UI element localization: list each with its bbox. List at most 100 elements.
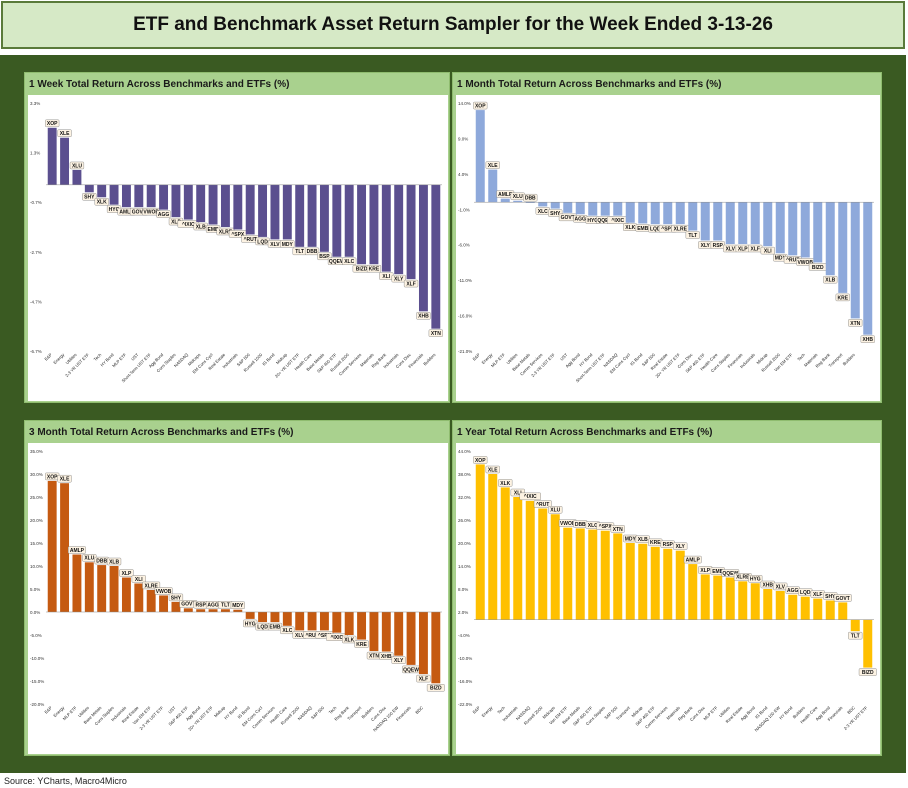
ticker-label: XLB [109,559,119,565]
ticker-label: XLK [625,225,635,231]
bar [295,184,305,247]
y-tick-label: -6.7% [30,349,42,354]
ticker-label-box [45,119,60,127]
bar [700,202,710,241]
bar [825,600,835,620]
bar [513,497,523,620]
ticker-label: XLU [513,194,523,200]
y-tick-label: -20.0% [30,702,44,707]
chart-1-month: 14.0% 9.0% 4.0% -1.0% -6.0% -11.0% -16.0% -21.0… [456,95,880,401]
y-tick-label: -16.0% [458,679,472,684]
ticker-label: AGG [787,588,799,594]
y-tick-label: -5.0% [30,633,42,638]
bar [418,184,428,312]
ticker-label-box [473,101,488,110]
bar [282,612,292,626]
ticker-label: ^SPX [231,232,245,238]
y-tick-label: 8.0% [458,587,468,592]
bar [813,598,823,620]
y-tick-label: 25.0% [30,495,43,500]
ticker-label: ^RUT [305,633,318,639]
ticker-label: XLC [538,209,548,215]
y-tick-label: 20.0% [458,541,471,546]
ticker-label: VWOB [560,521,576,527]
ticker-label: XLRE [219,229,233,235]
ticker-label: ^IXIC [182,222,195,228]
ticker-label: XLK [97,200,107,206]
ticker-label: EMB [269,625,281,631]
ticker-label: RSP [196,603,207,609]
y-tick-label: -16.0% [458,314,472,319]
bar [357,184,367,265]
category-label: Builders [422,352,436,366]
bar [245,184,255,235]
bar [369,612,379,652]
ticker-label: MDY [232,603,244,609]
bar [183,184,193,220]
bar [418,612,428,675]
bar [84,562,94,612]
ticker-label-box [426,684,445,692]
bar [675,550,685,620]
bar [258,612,268,623]
bar [613,202,623,216]
ticker-label: XLC [588,523,598,529]
y-tick-label: 26.0% [458,518,471,523]
ticker-label: BSP [319,254,330,260]
ticker-label: ^RUT [244,237,257,243]
bar [97,184,107,198]
y-tick-label: -21.0% [458,349,472,354]
bar [638,202,648,224]
category-label: BDC [414,705,424,715]
category-label: MLP ETF [62,705,78,721]
ticker-label: RSP [713,243,724,249]
ticker-label: XLE [60,477,70,483]
ticker-label: KRE [356,642,367,648]
ticker-label: DBB [575,522,586,528]
ticker-label: DBB [525,196,536,202]
y-tick-label: 0.0% [30,610,40,615]
category-label: Transport [346,705,363,722]
ticker-label: AGG [575,217,587,223]
ticker-label: LQD [257,239,268,245]
bar [550,202,560,209]
ticker-label: XHB [381,654,392,660]
ticker-label: XLY [701,243,711,249]
bar [550,514,560,620]
ticker-label: MDY [625,536,637,542]
panel-1-month: 1 Month Total Return Across Benchmarks a… [452,72,882,403]
ticker-label: XLB [196,224,206,230]
bar [282,184,292,240]
ticker-label: HYG [109,207,120,213]
ticker-label: XLY [394,277,404,283]
ticker-label-box [833,594,852,602]
bar [431,612,441,684]
y-tick-label: 9.0% [458,136,468,141]
ticker-label: XTN [431,331,441,337]
bar [357,612,367,640]
ticker-label: XOP [47,474,58,480]
bar [863,619,873,668]
y-tick-label: 10.0% [30,564,43,569]
bar [475,464,485,620]
ticker-label: ^SPX [318,633,332,639]
ticker-label: VWOB [143,210,159,216]
bar [525,500,535,620]
bar [84,184,94,193]
ticker-label-box [416,674,431,683]
y-tick-label: 14.0% [458,564,471,569]
ticker-label: VWOB [156,589,172,595]
ticker-label-box [673,542,688,550]
ticker-label-box [154,587,173,595]
ticker-label-box [317,252,332,261]
ticker-label-box [748,575,763,583]
bar [538,508,548,620]
ticker-label: EMB [712,569,724,575]
ticker-label-box [69,161,85,170]
ticker-label: MDY [775,256,787,262]
y-tick-label: 38.0% [458,472,471,477]
bar [295,612,305,631]
bar [245,612,255,619]
category-label: Builders [842,352,856,366]
ticker-label: XLK [344,637,354,643]
